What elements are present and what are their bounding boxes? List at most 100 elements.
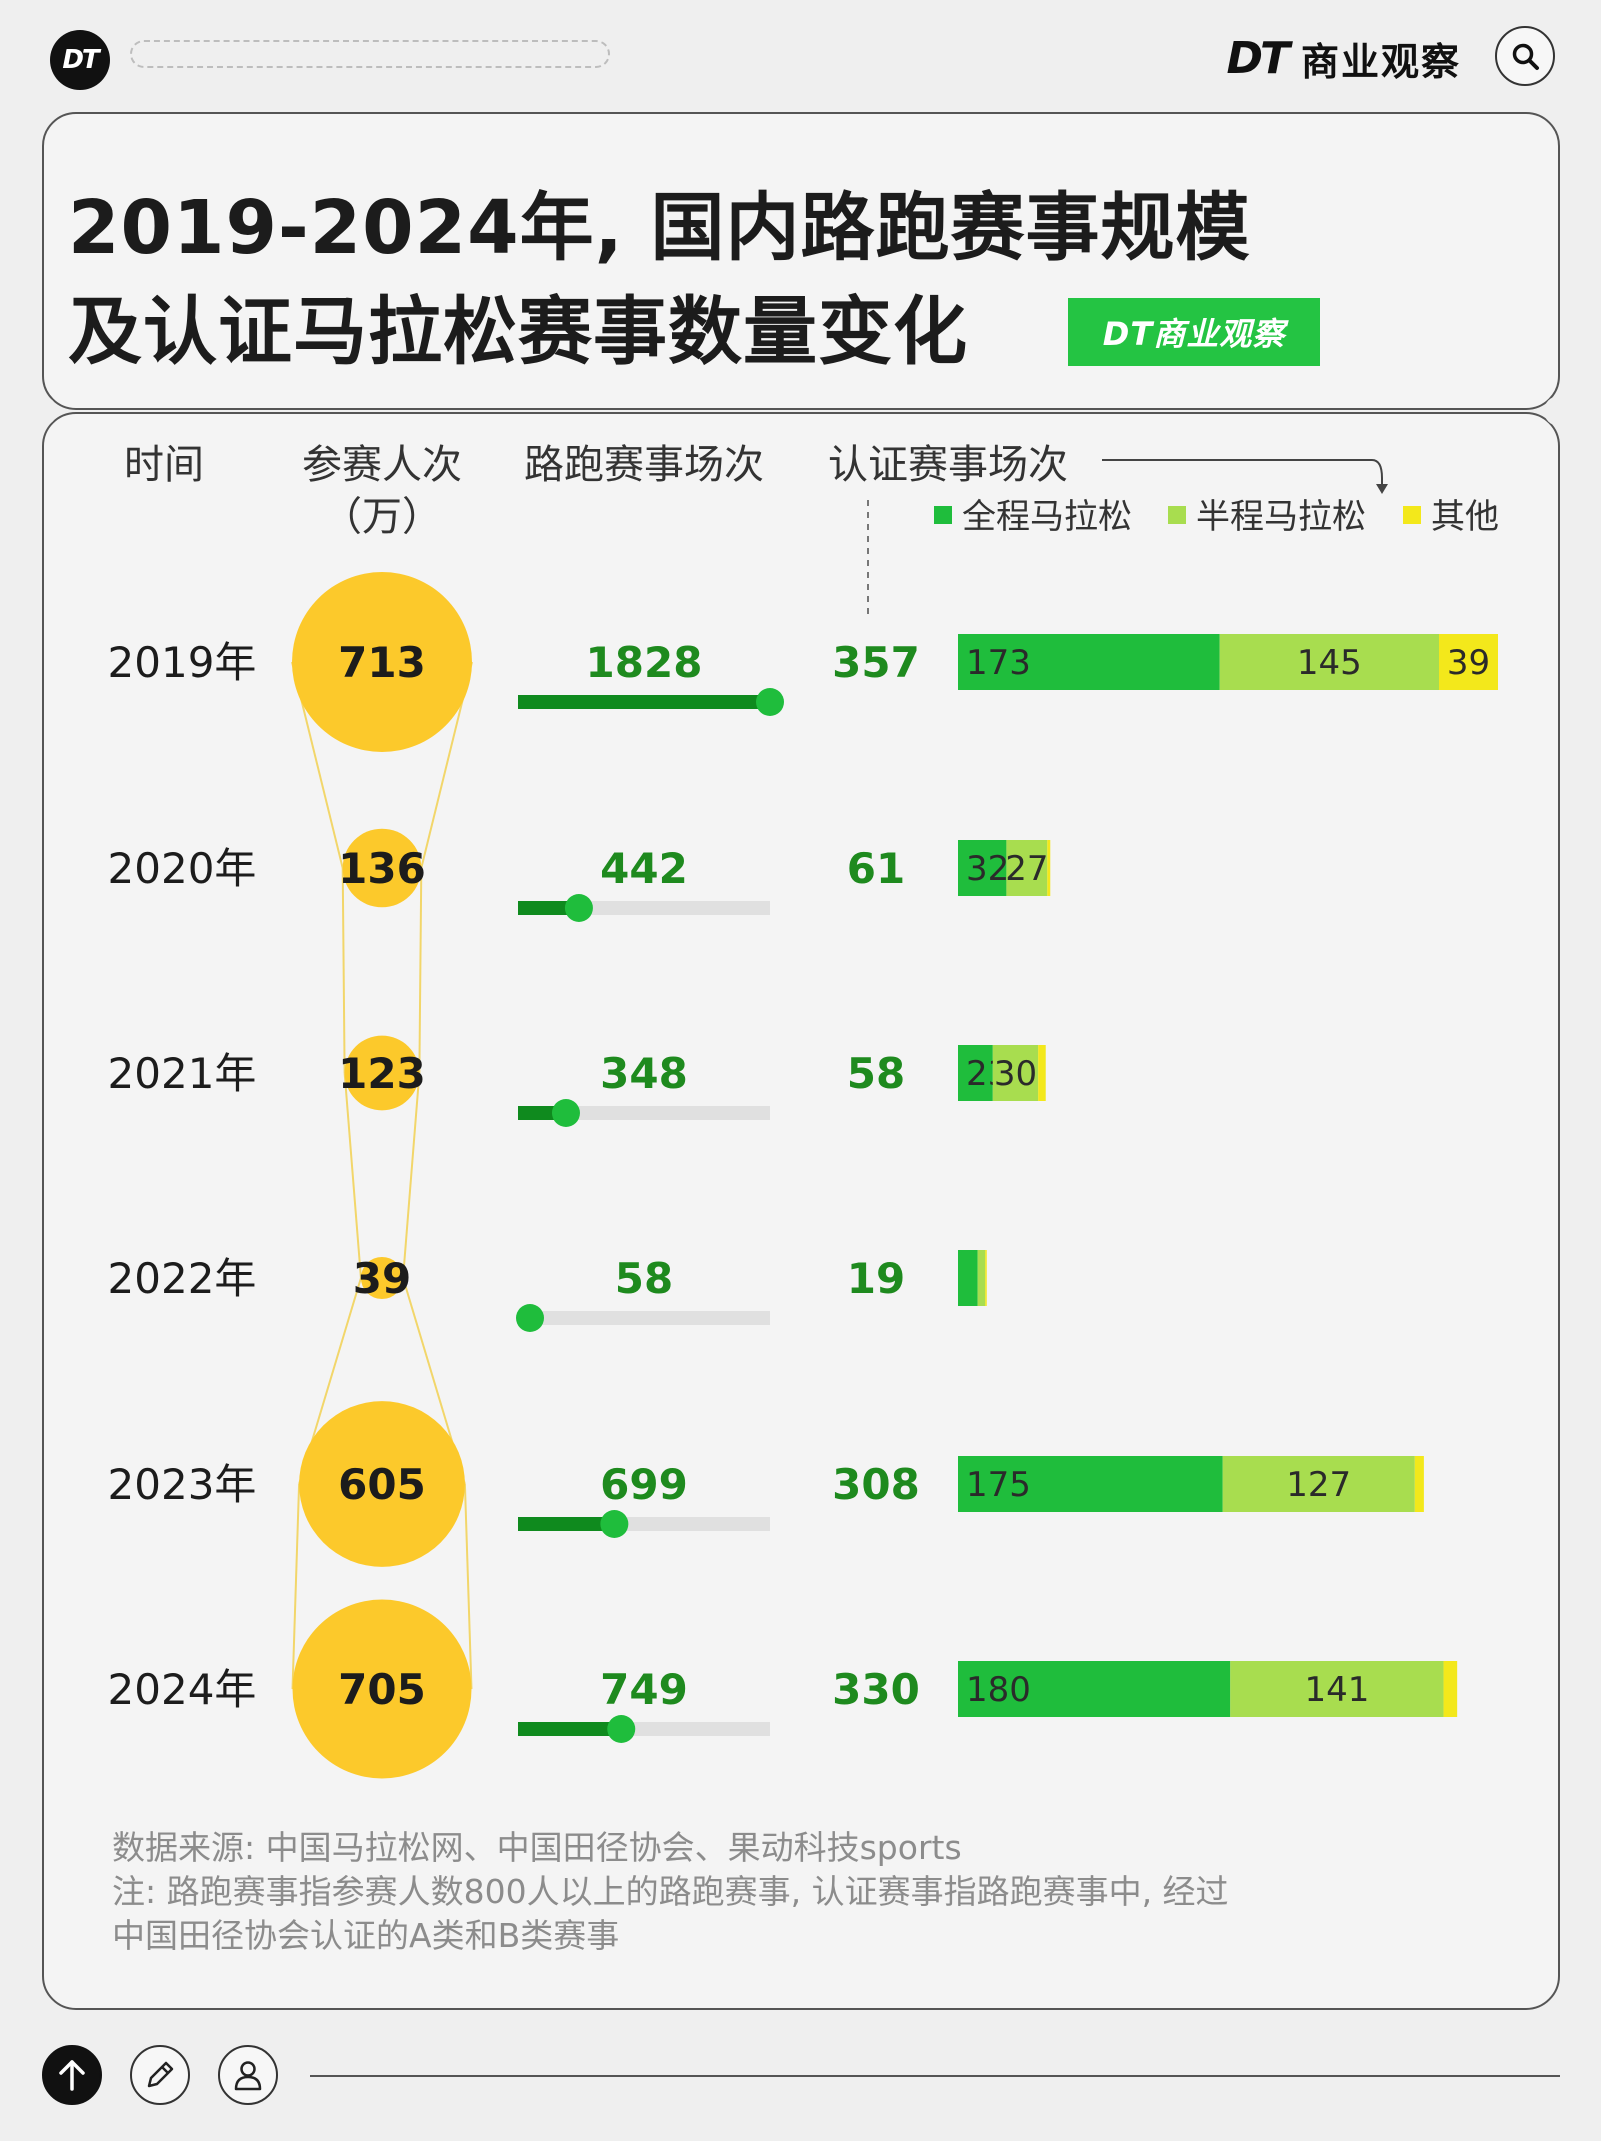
card-notch-left	[27, 396, 57, 426]
road-races-value: 348	[600, 1049, 688, 1098]
certified-total-value: 61	[847, 844, 905, 893]
certified-segment-2	[1230, 1661, 1444, 1717]
road-races-value: 442	[600, 844, 688, 893]
certified-segment-label-2: 30	[994, 1054, 1037, 1094]
column-header-certified: 认证赛事场次	[828, 442, 1068, 488]
certified-segment-2	[1222, 1456, 1415, 1512]
legend-arrow-head	[1376, 484, 1388, 494]
year-label: 2022年	[108, 1254, 257, 1303]
certified-segment-2	[1219, 634, 1440, 690]
road-races-bar	[518, 1722, 622, 1736]
brand-mark: DT	[1226, 32, 1290, 84]
dashed-placeholder	[130, 40, 610, 68]
year-label: 2024年	[108, 1665, 257, 1714]
brand: DT 商业观察	[1226, 30, 1461, 86]
bubble-connector-right	[463, 1483, 473, 1690]
participants-bubble	[360, 1256, 404, 1300]
participants-bubble	[299, 1401, 465, 1567]
legend-swatch-1	[934, 506, 952, 524]
participants-value: 713	[338, 638, 426, 687]
data-row: 2023年 605 699 308 175 127	[108, 1401, 1424, 1567]
legend-arrow	[1102, 459, 1383, 490]
pencil-icon	[147, 2061, 174, 2088]
card-notch-right	[1544, 396, 1574, 426]
certified-segment-label-3: 39	[1447, 643, 1490, 683]
edit-button[interactable]	[130, 2045, 190, 2105]
bubble-connector-right	[418, 867, 423, 1074]
profile-button[interactable]	[218, 2045, 278, 2105]
bubble-connector-right	[402, 1072, 421, 1279]
year-label: 2020年	[108, 844, 257, 893]
certified-total-value: 308	[832, 1460, 920, 1509]
bubble-connector-left	[343, 1072, 362, 1279]
road-races-value: 58	[615, 1254, 673, 1303]
year-label: 2021年	[108, 1049, 257, 1098]
road-races-value: 1828	[586, 638, 703, 687]
search-icon	[1512, 43, 1539, 70]
certified-segment-label-1: 180	[966, 1670, 1031, 1710]
legend-label-2: 半程马拉松	[1196, 497, 1366, 537]
road-races-marker	[756, 688, 784, 716]
legend-label-1: 全程马拉松	[962, 497, 1132, 537]
road-races-value: 749	[600, 1665, 688, 1714]
participants-bubble	[292, 572, 472, 752]
road-races-track	[518, 1311, 770, 1325]
certified-segment-1	[958, 1456, 1223, 1512]
participants-value: 123	[338, 1049, 426, 1098]
certified-segment-label-2: 141	[1304, 1670, 1369, 1710]
certified-segment-3	[1414, 1456, 1424, 1512]
certified-segment-label-2: 127	[1286, 1465, 1351, 1505]
certified-segment-2	[992, 1045, 1039, 1101]
brand-tag: DT商业观察	[1068, 298, 1320, 366]
certified-segment-3	[1047, 840, 1051, 896]
footnote-source: 数据来源: 中国马拉松网、中国田径协会、果动科技sports	[112, 1828, 962, 1867]
certified-total-value: 19	[847, 1254, 905, 1303]
participants-value: 705	[338, 1665, 426, 1714]
column-header-road-races: 路跑赛事场次	[524, 442, 764, 488]
column-header-participants-unit: （万）	[322, 494, 442, 540]
road-races-bar	[518, 901, 579, 915]
certified-segment-2	[1006, 840, 1048, 896]
certified-segment-3	[1038, 1045, 1046, 1101]
certified-segment-label-1: 173	[966, 643, 1031, 683]
certified-segment-3	[1443, 1661, 1458, 1717]
certified-segment-1	[958, 1250, 978, 1306]
search-button[interactable]	[1495, 26, 1555, 86]
road-races-track	[518, 1106, 770, 1120]
participants-value: 39	[353, 1254, 411, 1303]
dt-logo-icon[interactable]: DT	[50, 30, 110, 90]
certified-segment-label-2: 145	[1297, 643, 1362, 683]
road-races-value: 699	[600, 1460, 688, 1509]
certified-total-value: 330	[832, 1665, 920, 1714]
scroll-up-button[interactable]	[42, 2045, 102, 2105]
bottom-divider	[310, 2075, 1560, 2077]
road-races-bar	[518, 1517, 615, 1531]
road-races-marker	[516, 1304, 544, 1332]
certified-segment-1	[958, 1661, 1231, 1717]
bubble-connector-left	[291, 1483, 301, 1690]
data-row: 2022年 39 58 19	[108, 1250, 987, 1332]
chart-title-line2: 及认证马拉松赛事数量变化	[68, 289, 968, 375]
data-row: 2019年 713 1828 357 173 145 39	[108, 572, 1498, 752]
road-races-bar	[518, 695, 770, 709]
certified-segment-3	[985, 1250, 987, 1306]
legend-swatch-3	[1403, 506, 1421, 524]
certified-total-value: 58	[847, 1049, 905, 1098]
year-label: 2023年	[108, 1460, 257, 1509]
participants-bubble	[342, 828, 422, 908]
participants-bubble	[292, 1599, 472, 1779]
user-icon	[234, 2061, 262, 2091]
certified-total-value: 357	[832, 638, 920, 687]
certified-segment-label-1: 175	[966, 1465, 1031, 1505]
participants-value: 136	[338, 844, 426, 893]
year-label: 2019年	[108, 638, 257, 687]
column-header-participants: 参赛人次	[302, 442, 462, 488]
road-races-marker	[564, 894, 593, 922]
column-header-time: 时间	[124, 442, 204, 488]
certified-segment-2	[977, 1250, 986, 1306]
road-races-marker	[607, 1715, 636, 1743]
certified-segment-1	[958, 1045, 993, 1101]
